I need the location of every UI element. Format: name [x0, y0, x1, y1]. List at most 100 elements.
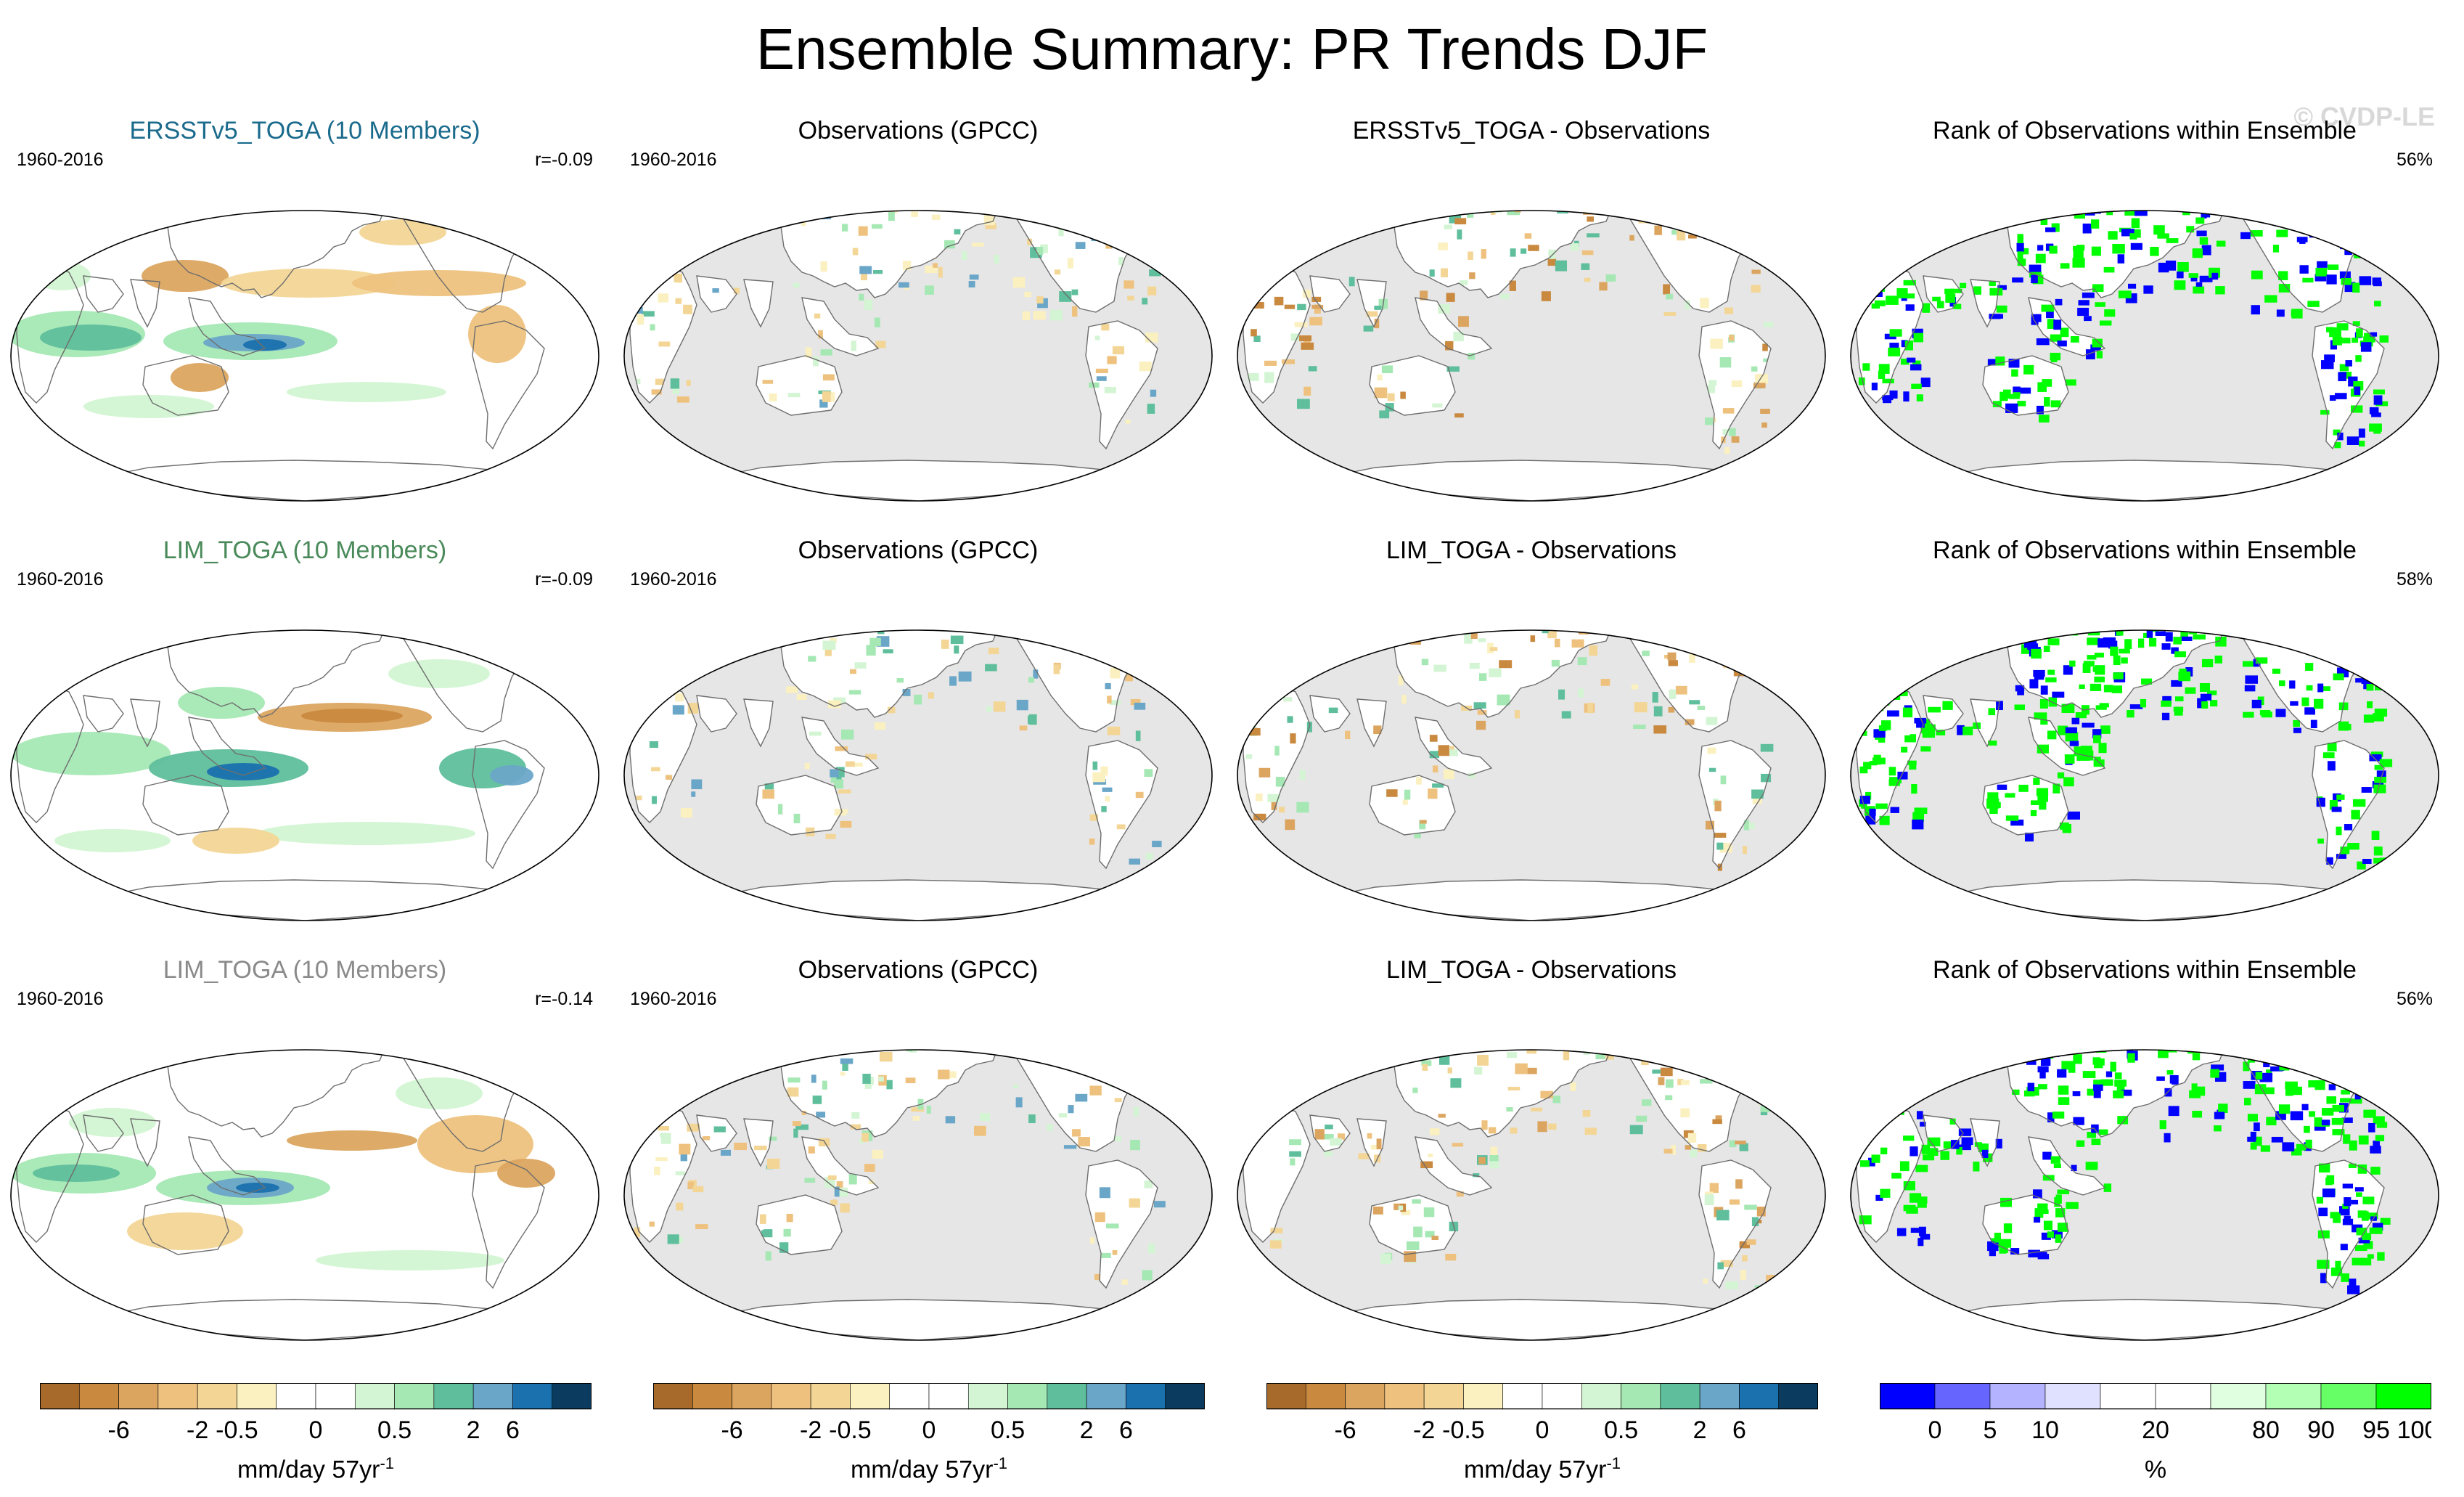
- trend-cell: [734, 1142, 748, 1151]
- rank-cell: [2326, 857, 2333, 865]
- trend-cell: [1599, 282, 1608, 291]
- coastline-seasia: [801, 1136, 880, 1196]
- coastline-antarctica: [1922, 460, 2367, 501]
- rank-cell: [2203, 211, 2211, 218]
- rank-cell: [2099, 703, 2109, 708]
- trend-cell: [1729, 1199, 1740, 1205]
- trend-cell: [793, 1128, 798, 1138]
- trend-cell: [1712, 1119, 1722, 1125]
- rank-cell: [2127, 710, 2134, 718]
- trend-cell: [1581, 250, 1594, 256]
- trend-cell: [1024, 291, 1031, 298]
- rank-cell: [2316, 1196, 2324, 1204]
- trend-cell: [818, 1138, 830, 1147]
- rank-cell: [1996, 305, 2007, 313]
- coastline-australia: [142, 775, 229, 836]
- rank-cell: [2363, 1109, 2376, 1118]
- trend-cell: [1105, 796, 1110, 802]
- colorbar-frame: [40, 1383, 592, 1409]
- rank-cell: [2218, 1042, 2227, 1047]
- trend-cell: [1012, 277, 1026, 288]
- trend-cell: [1664, 654, 1671, 659]
- rank-cell: [2346, 199, 2357, 208]
- colorbar-swatch: [1345, 1383, 1386, 1410]
- trend-cell: [830, 769, 839, 778]
- rank-cell: [2037, 1203, 2048, 1212]
- rank-cell: [2298, 1056, 2308, 1066]
- rank-cell: [2108, 640, 2118, 649]
- rank-cell: [2074, 212, 2086, 219]
- colorbar-swatch: [1880, 1383, 1936, 1410]
- rank-cell: [2094, 653, 2104, 658]
- trend-cell: [1072, 306, 1078, 317]
- map-panel-rank: Rank of Observations within Ensemble 56%: [1843, 116, 2446, 523]
- coastline-greenland: [1748, 1050, 1791, 1058]
- trend-cell: [812, 1096, 822, 1104]
- trend-cell: [840, 1203, 850, 1213]
- trend-cell: [1677, 1079, 1684, 1085]
- trend-cell: [1477, 1054, 1489, 1066]
- rank-cell: [2299, 237, 2306, 244]
- rank-cell: [2357, 861, 2366, 870]
- trend-contour: [490, 765, 533, 786]
- trend-cell: [1108, 1050, 1118, 1058]
- trend-cell: [712, 288, 719, 293]
- trend-cell: [884, 610, 888, 619]
- rank-cell: [2047, 319, 2055, 329]
- world-map: [10, 1049, 599, 1341]
- trend-cell: [1589, 645, 1598, 656]
- trend-cell: [1100, 766, 1108, 776]
- rank-cell: [1904, 340, 1914, 351]
- colorbar-swatch: [967, 1383, 1008, 1410]
- rank-cell: [2251, 305, 2260, 315]
- trend-cell: [1275, 777, 1285, 787]
- trend-cell: [1093, 636, 1105, 646]
- trend-cell: [1063, 1145, 1077, 1149]
- trend-cell: [830, 618, 839, 624]
- trend-cell: [1763, 358, 1768, 362]
- trend-cell: [793, 282, 800, 287]
- rank-cell: [2341, 1273, 2350, 1282]
- colorbar-units: mm/day 57yr-1: [653, 1454, 1205, 1484]
- coastline-antarctica: [1922, 1299, 2367, 1340]
- rank-cell: [2106, 211, 2113, 216]
- rank-cell: [2345, 360, 2352, 367]
- colorbar-swatch: [928, 1383, 969, 1410]
- trend-cell: [1420, 1161, 1433, 1169]
- trend-cell: [1447, 1067, 1452, 1074]
- trend-cell: [1714, 640, 1724, 648]
- trend-cell: [1510, 1127, 1518, 1134]
- colorbar-swatch: [40, 1383, 80, 1410]
- coastline-greenland: [522, 630, 565, 638]
- rank-cell: [2258, 630, 2269, 635]
- trend-cell: [680, 1153, 687, 1162]
- rank-cell: [2052, 1111, 2065, 1119]
- rank-cell: [1905, 304, 1915, 311]
- trend-cell: [1548, 249, 1556, 259]
- trend-cell: [1714, 800, 1722, 812]
- rank-cell: [2337, 432, 2344, 441]
- rank-cell: [2375, 647, 2384, 657]
- rank-cell: [2325, 1177, 2333, 1186]
- rank-cell: [2027, 1082, 2035, 1092]
- trend-cell: [1729, 1140, 1737, 1148]
- rank-cell: [1989, 1250, 1996, 1257]
- trend-cell: [1284, 304, 1296, 309]
- trend-cell: [1489, 668, 1502, 677]
- trend-cell: [792, 1121, 801, 1126]
- rank-cell: [2024, 832, 2034, 842]
- rank-cell: [2080, 746, 2092, 754]
- rank-cell: [2344, 1215, 2351, 1223]
- rank-cell: [2076, 1140, 2085, 1147]
- rank-cell: [2055, 298, 2063, 306]
- land-seasia: [802, 1137, 878, 1195]
- panel-title: Rank of Observations within Ensemble: [1933, 537, 2357, 564]
- trend-cell: [1684, 641, 1696, 648]
- trend-cell: [1400, 1203, 1407, 1212]
- trend-cell: [1345, 730, 1351, 740]
- trend-cell: [1450, 1078, 1462, 1088]
- rank-cell: [2005, 403, 2018, 413]
- rank-cell: [2078, 300, 2090, 306]
- colorbar-swatch: [2210, 1383, 2267, 1410]
- trend-cell: [1033, 669, 1039, 679]
